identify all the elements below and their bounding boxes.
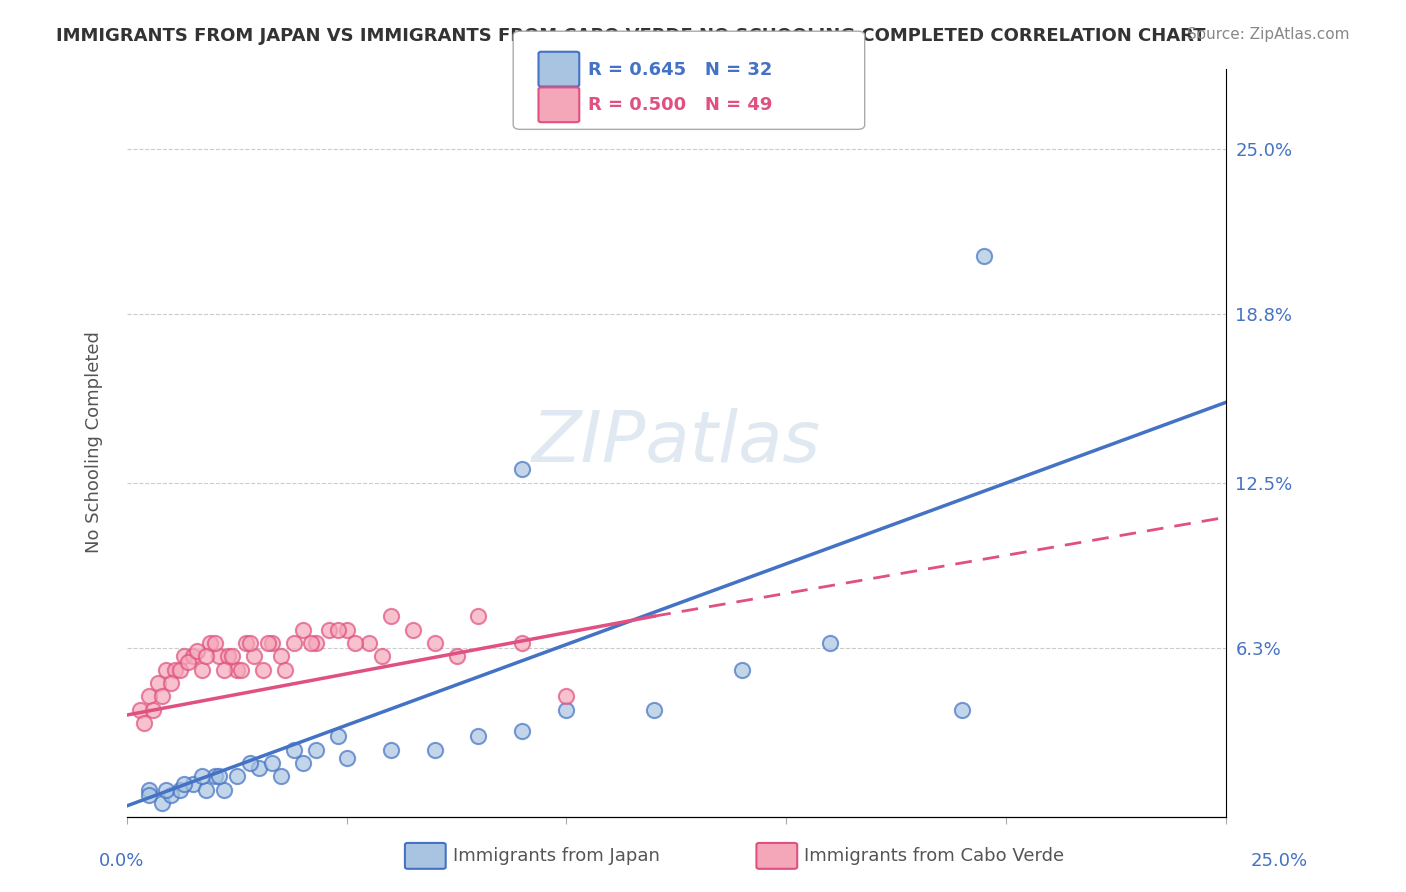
Point: [208, 649, 231, 664]
Point: [731, 663, 754, 677]
Point: [252, 663, 274, 677]
Point: [380, 609, 402, 624]
Point: [129, 703, 152, 717]
Point: [146, 676, 169, 690]
Point: [186, 644, 208, 658]
Point: [239, 756, 262, 770]
Point: [305, 636, 328, 650]
Point: [150, 796, 173, 810]
Point: [336, 623, 359, 637]
Y-axis label: No Schooling Completed: No Schooling Completed: [86, 332, 103, 553]
Text: 0.0%: 0.0%: [98, 852, 143, 870]
Point: [138, 788, 160, 802]
Point: [326, 730, 349, 744]
Point: [270, 649, 292, 664]
Point: [204, 636, 226, 650]
Point: [217, 649, 239, 664]
Point: [401, 623, 423, 637]
Text: R = 0.645   N = 32: R = 0.645 N = 32: [588, 61, 772, 78]
Point: [160, 788, 183, 802]
Point: [195, 649, 218, 664]
Point: [446, 649, 468, 664]
Point: [291, 756, 314, 770]
Point: [155, 663, 177, 677]
Point: [134, 716, 156, 731]
Point: [512, 462, 534, 476]
Point: [283, 636, 305, 650]
Point: [181, 777, 204, 791]
Point: [283, 743, 305, 757]
Point: [512, 724, 534, 739]
Point: [247, 761, 270, 775]
Point: [260, 756, 283, 770]
Point: [160, 676, 183, 690]
Point: [165, 663, 187, 677]
Point: [380, 743, 402, 757]
Point: [150, 690, 173, 704]
Point: [225, 769, 247, 783]
Point: [243, 649, 266, 664]
Point: [423, 743, 446, 757]
Point: [212, 663, 235, 677]
Point: [973, 248, 995, 262]
Point: [173, 777, 195, 791]
Point: [256, 636, 278, 650]
Point: [555, 690, 578, 704]
Point: [169, 782, 191, 797]
Point: [643, 703, 665, 717]
Point: [512, 636, 534, 650]
Text: Immigrants from Japan: Immigrants from Japan: [453, 847, 659, 865]
Point: [305, 743, 328, 757]
Text: Immigrants from Cabo Verde: Immigrants from Cabo Verde: [804, 847, 1064, 865]
Point: [142, 703, 165, 717]
Point: [225, 663, 247, 677]
Point: [336, 751, 359, 765]
Point: [231, 663, 253, 677]
Point: [423, 636, 446, 650]
Point: [318, 623, 340, 637]
Point: [221, 649, 243, 664]
Point: [155, 782, 177, 797]
Point: [950, 703, 973, 717]
Point: [274, 663, 297, 677]
Point: [190, 663, 212, 677]
Point: [818, 636, 841, 650]
Point: [344, 636, 367, 650]
Point: [212, 782, 235, 797]
Point: [371, 649, 394, 664]
Point: [467, 609, 489, 624]
Text: 25.0%: 25.0%: [1250, 852, 1308, 870]
Point: [138, 690, 160, 704]
Point: [138, 782, 160, 797]
Point: [190, 769, 212, 783]
Point: [291, 623, 314, 637]
Text: ZIPatlas: ZIPatlas: [531, 408, 821, 477]
Point: [200, 636, 222, 650]
Point: [181, 649, 204, 664]
Text: R = 0.500   N = 49: R = 0.500 N = 49: [588, 96, 772, 114]
Point: [555, 703, 578, 717]
Point: [357, 636, 380, 650]
Point: [326, 623, 349, 637]
Point: [235, 636, 257, 650]
Point: [301, 636, 323, 650]
Point: [270, 769, 292, 783]
Point: [173, 649, 195, 664]
Text: Source: ZipAtlas.com: Source: ZipAtlas.com: [1187, 27, 1350, 42]
Text: IMMIGRANTS FROM JAPAN VS IMMIGRANTS FROM CABO VERDE NO SCHOOLING COMPLETED CORRE: IMMIGRANTS FROM JAPAN VS IMMIGRANTS FROM…: [56, 27, 1206, 45]
Point: [239, 636, 262, 650]
Point: [195, 782, 218, 797]
Point: [467, 730, 489, 744]
Point: [208, 769, 231, 783]
Point: [177, 655, 200, 669]
Point: [169, 663, 191, 677]
Point: [260, 636, 283, 650]
Point: [204, 769, 226, 783]
